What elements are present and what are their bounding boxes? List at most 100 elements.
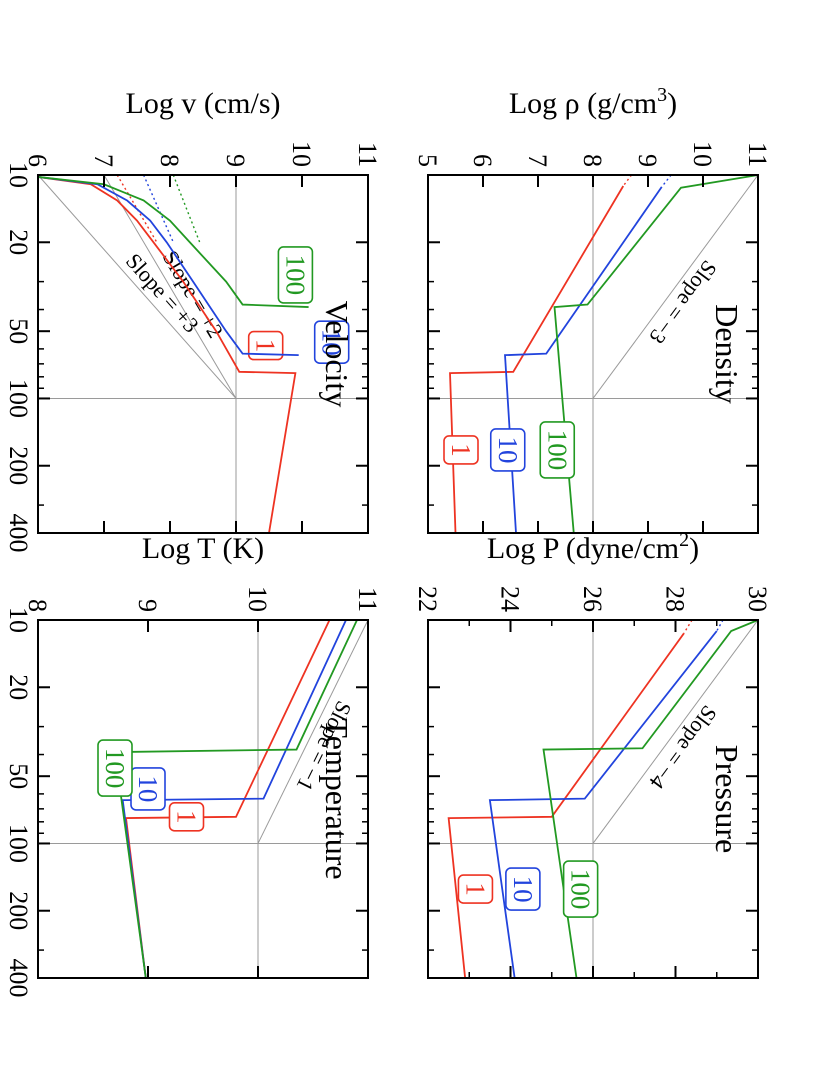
density-series-1-line bbox=[449, 185, 625, 534]
density-series-1-label-box bbox=[443, 435, 479, 465]
pressure-ylabel-sup: 2 bbox=[679, 529, 689, 551]
temperature-frame bbox=[37, 619, 369, 979]
velocity-xtick-label-10: 10 bbox=[4, 162, 33, 188]
pressure-series-10-label: 10 bbox=[508, 876, 538, 903]
pressure-ytick-label-24: 24 bbox=[496, 586, 525, 612]
velocity-series-1-label: 1 bbox=[251, 339, 281, 353]
temperature-series-1-label: 1 bbox=[172, 810, 202, 824]
density-slope-line-0 bbox=[592, 174, 759, 399]
density-series-100-line bbox=[553, 174, 759, 534]
temperature-xtick-label-10: 10 bbox=[4, 607, 33, 633]
temperature-xlabel: Radius (km) bbox=[0, 724, 2, 873]
density-series-10-extrapolation bbox=[661, 174, 672, 188]
density-series-10-line bbox=[504, 186, 663, 534]
velocity-xtick-label-400: 400 bbox=[4, 514, 33, 553]
temperature-ytick-label-11: 11 bbox=[353, 587, 382, 612]
velocity-slope-line-1 bbox=[37, 174, 237, 399]
pressure-ylabel-close: ) bbox=[689, 532, 699, 565]
density-title: Density bbox=[709, 304, 745, 404]
velocity-ytick-label-8: 8 bbox=[155, 154, 184, 167]
velocity-ytick-label-6: 6 bbox=[23, 154, 52, 167]
density-ytick-label-6: 6 bbox=[468, 154, 497, 167]
velocity-slope-line-0 bbox=[103, 174, 237, 399]
density-ytick-label-10: 10 bbox=[688, 141, 717, 167]
temperature-title: Temperature bbox=[319, 718, 355, 879]
density-series-1-extrapolation bbox=[622, 174, 633, 187]
velocity-series-10-label: 10 bbox=[317, 329, 347, 356]
density-series-1-label: 1 bbox=[446, 443, 476, 457]
temperature-ytick-label-10: 10 bbox=[243, 586, 272, 612]
velocity-ytick-label-7: 7 bbox=[89, 154, 118, 167]
pressure-series-1-extrapolation bbox=[683, 619, 693, 634]
velocity-xtick-label-100: 100 bbox=[4, 379, 33, 418]
density-ytick-label-11: 11 bbox=[743, 142, 772, 167]
pressure-series-1-label-box bbox=[457, 874, 494, 904]
velocity-series-100-line bbox=[37, 176, 309, 308]
temperature-series-1-label-box bbox=[168, 802, 205, 832]
density-ytick-label-5: 5 bbox=[413, 154, 442, 167]
velocity-xtick-label-200: 200 bbox=[4, 446, 33, 485]
pressure-ytick-label-22: 22 bbox=[413, 586, 442, 612]
density-ylabel-close: ) bbox=[667, 87, 677, 120]
temperature-xtick-label-100: 100 bbox=[4, 824, 33, 863]
temperature-xtick-label-50: 50 bbox=[4, 763, 33, 789]
velocity-series-100-label-box bbox=[277, 246, 314, 304]
pressure-ytick-label-30: 30 bbox=[743, 586, 772, 612]
pressure-slope-line-0 bbox=[592, 619, 759, 844]
velocity-series-10-extrapolation bbox=[142, 174, 174, 243]
density-ytick-label-7: 7 bbox=[523, 154, 552, 167]
temperature-ylabel: Log T (K) bbox=[142, 532, 264, 565]
density-ylabel-sup: 3 bbox=[657, 84, 667, 106]
pressure-series-1-line bbox=[447, 633, 685, 979]
velocity-series-1-line bbox=[37, 176, 297, 534]
velocity-series-100-label: 100 bbox=[280, 255, 310, 296]
velocity-ytick-label-11: 11 bbox=[353, 142, 382, 167]
velocity-series-1-extrapolation bbox=[116, 174, 158, 243]
temperature-slope-line-0 bbox=[257, 619, 369, 844]
density-ylabel: Log ρ (g/cm3) bbox=[509, 84, 677, 120]
velocity-title: Velocity bbox=[319, 301, 355, 408]
velocity-series-100-extrapolation bbox=[172, 174, 201, 243]
pressure-series-10-label-box bbox=[505, 867, 541, 911]
velocity-ytick-label-10: 10 bbox=[287, 141, 316, 167]
density-series-100-label-box bbox=[539, 421, 576, 479]
pressure-series-100-label-box bbox=[562, 860, 599, 918]
velocity-ytick-label-9: 9 bbox=[221, 154, 250, 167]
pressure-ytick-label-28: 28 bbox=[661, 586, 690, 612]
velocity-frame bbox=[37, 174, 369, 534]
density-series-10-label-box bbox=[489, 428, 526, 472]
pressure-ytick-label-26: 26 bbox=[578, 586, 607, 612]
velocity-xtick-label-20: 20 bbox=[4, 229, 33, 255]
pressure-series-10-line bbox=[488, 630, 718, 979]
temperature-xtick-label-400: 400 bbox=[4, 959, 33, 998]
pressure-ylabel-main: Log P (dyne/cm bbox=[487, 532, 679, 565]
pressure-series-100-label: 100 bbox=[566, 869, 596, 910]
temperature-series-10-label: 10 bbox=[133, 775, 163, 802]
density-ylabel-main: Log ρ (g/cm bbox=[509, 87, 657, 120]
temperature-xtick-label-200: 200 bbox=[4, 891, 33, 930]
pressure-title: Pressure bbox=[709, 745, 745, 853]
pressure-series-10-extrapolation bbox=[716, 619, 724, 632]
temperature-series-100-line bbox=[113, 619, 358, 979]
velocity-series-10-line bbox=[37, 176, 299, 357]
density-ytick-label-9: 9 bbox=[633, 154, 662, 167]
velocity-ylabel: Log v (cm/s) bbox=[126, 87, 281, 120]
velocity-series-10-label-box bbox=[313, 320, 350, 364]
velocity-xlabel: Radius (km) bbox=[0, 279, 2, 428]
density-series-10-label: 10 bbox=[493, 436, 523, 463]
pressure-series-1-label: 1 bbox=[460, 882, 490, 896]
velocity-series-1-label-box bbox=[247, 330, 284, 361]
pressure-ylabel: Log P (dyne/cm2) bbox=[487, 529, 699, 565]
density-ytick-label-8: 8 bbox=[578, 154, 607, 167]
velocity-xtick-label-50: 50 bbox=[4, 318, 33, 344]
temperature-ytick-label-8: 8 bbox=[23, 599, 52, 612]
temperature-xtick-label-20: 20 bbox=[4, 674, 33, 700]
pressure-series-100-line bbox=[542, 619, 759, 979]
